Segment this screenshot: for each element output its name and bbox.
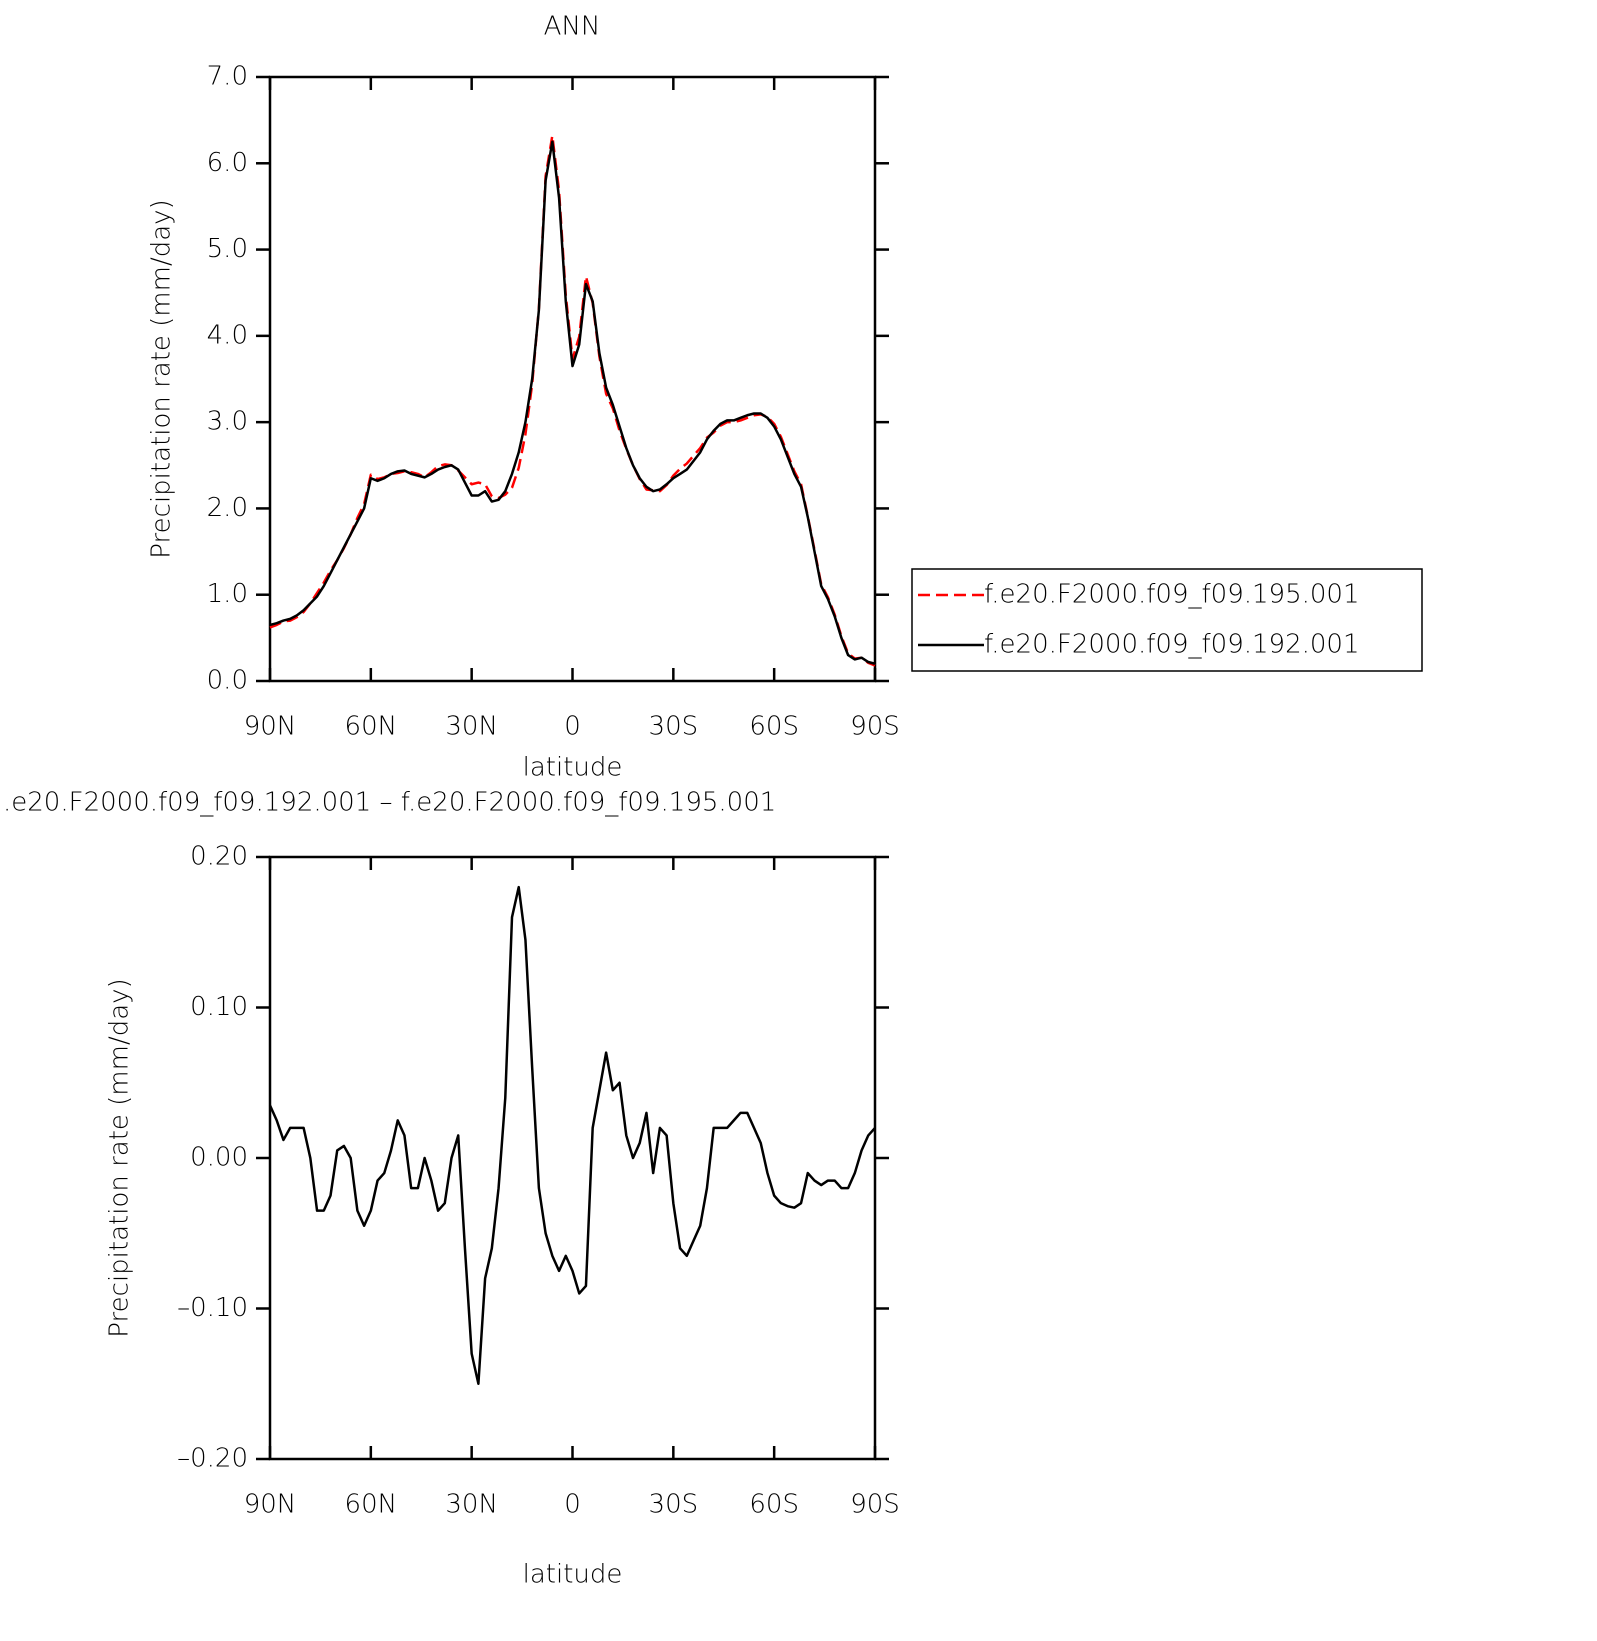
x-tick-label: 60N — [345, 1490, 398, 1520]
legend-box — [911, 568, 1423, 672]
plot-frame — [268, 855, 877, 1461]
x-tick-label: 0 — [564, 1490, 581, 1520]
y-tick-label: 7.0 — [207, 62, 248, 92]
x-tick-label: 90N — [244, 712, 297, 742]
chart-title: ANN — [544, 12, 601, 42]
legend-label: f.e20.F2000.f09_f09.195.001 — [984, 580, 1360, 610]
y-tick-label: 3.0 — [207, 407, 248, 437]
data-line — [269, 134, 876, 667]
y-tick-label: 0.10 — [190, 992, 248, 1022]
x-tick-label: 60S — [749, 1490, 799, 1520]
x-tick-label: 30N — [445, 712, 498, 742]
y-tick-label: 4.0 — [207, 320, 248, 350]
x-tick-label: 60S — [749, 712, 799, 742]
y-tick-label: 5.0 — [207, 234, 248, 264]
y-axis-label: Precipitation rate (mm/day) — [105, 978, 135, 1337]
y-tick-label: 6.0 — [207, 148, 248, 178]
x-tick-label: 90S — [850, 712, 900, 742]
x-tick-label: 30S — [649, 1490, 699, 1520]
x-tick-label: 0 — [564, 712, 581, 742]
y-tick-label: –0.20 — [177, 1444, 248, 1474]
data-line — [269, 140, 876, 665]
y-tick-label: 1.0 — [207, 579, 248, 609]
y-axis-label: Precipitation rate (mm/day) — [147, 199, 177, 558]
legend-label: f.e20.F2000.f09_f09.192.001 — [984, 630, 1360, 660]
x-axis-label: latitude — [523, 1560, 623, 1590]
x-tick-label: 60N — [345, 712, 398, 742]
y-tick-label: 0.20 — [190, 842, 248, 872]
y-tick-label: –0.10 — [177, 1293, 248, 1323]
chart-title: .e20.F2000.f09_f09.192.001 – f.e20.F2000… — [3, 788, 776, 818]
x-axis-label: latitude — [523, 753, 623, 783]
x-tick-label: 30S — [649, 712, 699, 742]
y-tick-label: 2.0 — [207, 493, 248, 523]
x-tick-label: 30N — [445, 1490, 498, 1520]
plot-frame — [268, 75, 877, 683]
x-tick-label: 90S — [850, 1490, 900, 1520]
data-line — [268, 885, 876, 1385]
y-tick-label: 0.0 — [207, 666, 248, 696]
y-tick-label: 0.00 — [190, 1143, 248, 1173]
x-tick-label: 90N — [244, 1490, 297, 1520]
